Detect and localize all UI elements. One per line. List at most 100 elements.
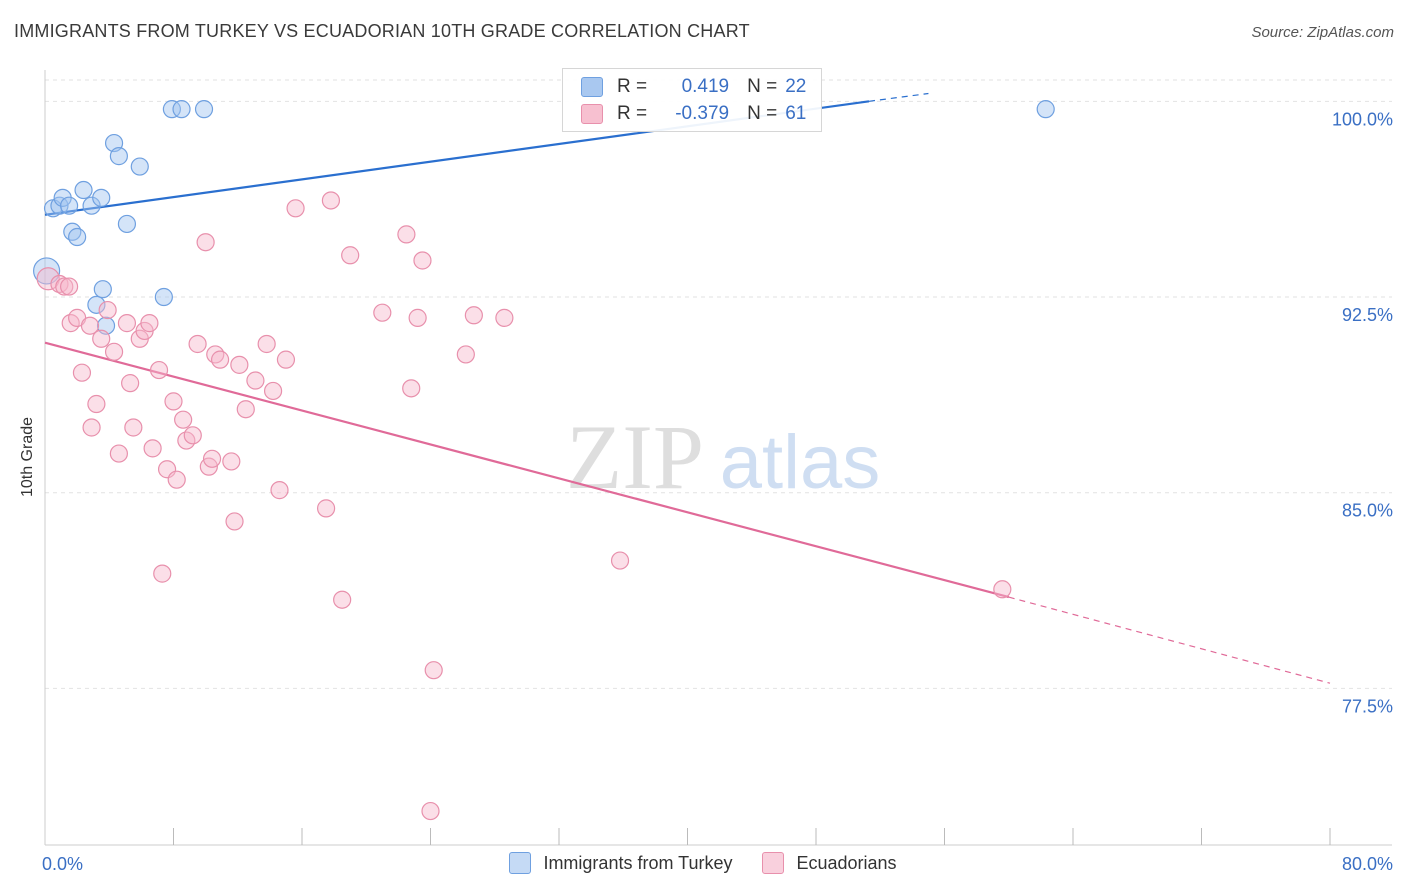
legend-box: R = 0.419 N = 22 R = -0.379 N = 61	[562, 68, 822, 132]
point-ecuadorians	[92, 329, 111, 348]
point-ecuadorians	[164, 392, 183, 411]
legend-label-turkey: Immigrants from Turkey	[543, 852, 733, 873]
trend-line-ecuadorians	[44, 341, 1010, 599]
point-ecuadorians	[373, 303, 392, 322]
legend-swatch-turkey	[509, 852, 532, 874]
point-ecuadorians	[121, 374, 140, 393]
point-ecuadorians	[87, 394, 106, 414]
point-turkey	[68, 227, 87, 247]
point-ecuadorians	[104, 342, 124, 361]
legend-row-turkey: R = 0.419 N = 22	[581, 75, 806, 99]
point-ecuadorians	[149, 360, 169, 380]
point-ecuadorians	[495, 308, 514, 327]
point-ecuadorians	[270, 481, 289, 500]
legend-r-value: -0.379	[675, 103, 730, 124]
point-ecuadorians	[202, 449, 222, 468]
legend-swatch-ecuadorians	[762, 852, 785, 874]
point-ecuadorians	[196, 233, 215, 252]
point-ecuadorians	[246, 371, 265, 390]
point-turkey	[109, 147, 128, 166]
grid-lines	[45, 79, 1392, 689]
chart-title: IMMIGRANTS FROM TURKEY VS ECUADORIAN 10T…	[14, 21, 750, 41]
point-turkey	[130, 157, 149, 176]
point-ecuadorians	[55, 277, 74, 296]
point-ecuadorians	[153, 564, 172, 583]
point-ecuadorians	[316, 499, 336, 518]
y-tick-label: 85.0%	[1342, 501, 1393, 521]
watermark-atlas: atlas	[720, 420, 881, 505]
tick-labels: 100.0% 92.5% 85.0% 77.5% 0.0% 80.0%	[42, 109, 1393, 874]
point-turkey	[33, 257, 61, 285]
bottom-legend: Immigrants from Turkey Ecuadorians	[0, 852, 1406, 874]
point-turkey	[59, 196, 79, 215]
point-ecuadorians	[610, 551, 630, 570]
point-turkey	[93, 280, 112, 299]
point-ecuadorians	[464, 306, 483, 325]
point-turkey	[92, 188, 111, 207]
legend-swatch-ecuadorians	[581, 104, 603, 124]
point-ecuadorians	[276, 350, 296, 369]
watermark-zip: ZIP	[566, 406, 704, 508]
x-tick-label: 80.0%	[1342, 854, 1393, 874]
data-points	[33, 100, 1055, 821]
point-ecuadorians	[59, 277, 79, 296]
legend-r-value: 0.419	[681, 76, 730, 97]
point-turkey	[194, 100, 214, 119]
point-turkey	[87, 295, 106, 314]
point-turkey	[117, 214, 137, 234]
legend-n-label: N =	[747, 103, 778, 124]
legend-r-label: R =	[617, 103, 648, 124]
point-ecuadorians	[257, 334, 276, 354]
point-ecuadorians	[413, 251, 432, 270]
legend-swatch-turkey	[581, 77, 603, 97]
point-ecuadorians	[98, 300, 117, 320]
point-ecuadorians	[424, 661, 443, 680]
axes	[44, 70, 1392, 846]
watermark: ZIP atlas	[566, 406, 880, 508]
point-ecuadorians	[183, 426, 202, 445]
legend-item-turkey: Immigrants from Turkey	[509, 852, 732, 874]
x-tick-label: 0.0%	[42, 854, 83, 874]
trend-lines	[44, 92, 1331, 684]
point-ecuadorians	[109, 444, 128, 463]
point-ecuadorians	[236, 400, 255, 419]
legend-label-ecuadorians: Ecuadorians	[796, 852, 897, 873]
point-turkey	[162, 100, 181, 119]
point-ecuadorians	[408, 308, 427, 327]
point-ecuadorians	[117, 314, 137, 333]
point-ecuadorians	[456, 345, 475, 364]
point-ecuadorians	[421, 801, 440, 821]
source-label: Source: ZipAtlas.com	[1251, 24, 1394, 41]
point-ecuadorians	[333, 590, 352, 609]
point-ecuadorians	[140, 314, 159, 333]
point-ecuadorians	[210, 350, 230, 369]
point-ecuadorians	[72, 363, 92, 382]
point-ecuadorians	[222, 452, 241, 471]
point-ecuadorians	[993, 580, 1012, 599]
trend-extension-ecuadorians	[1008, 596, 1331, 684]
legend-n-value: 61	[785, 103, 807, 124]
point-ecuadorians	[225, 512, 244, 531]
legend-item-ecuadorians: Ecuadorians	[762, 852, 897, 874]
point-ecuadorians	[124, 418, 143, 437]
point-ecuadorians	[263, 381, 283, 401]
y-tick-label: 100.0%	[1332, 109, 1393, 129]
point-ecuadorians	[82, 418, 101, 437]
legend-r-label: R =	[617, 76, 648, 97]
y-tick-label: 92.5%	[1342, 305, 1393, 325]
legend-n-value: 22	[785, 76, 807, 97]
point-turkey	[154, 287, 173, 307]
point-ecuadorians	[174, 410, 193, 429]
trend-extension-turkey	[868, 92, 929, 102]
point-turkey	[63, 222, 82, 241]
point-ecuadorians	[80, 316, 100, 335]
point-ecuadorians	[397, 225, 416, 244]
point-ecuadorians	[188, 334, 207, 354]
legend-n-label: N =	[747, 76, 778, 97]
point-ecuadorians	[167, 470, 186, 489]
point-ecuadorians	[321, 191, 341, 210]
point-turkey	[74, 180, 93, 200]
y-tick-label: 77.5%	[1342, 696, 1393, 716]
point-ecuadorians	[206, 345, 225, 364]
